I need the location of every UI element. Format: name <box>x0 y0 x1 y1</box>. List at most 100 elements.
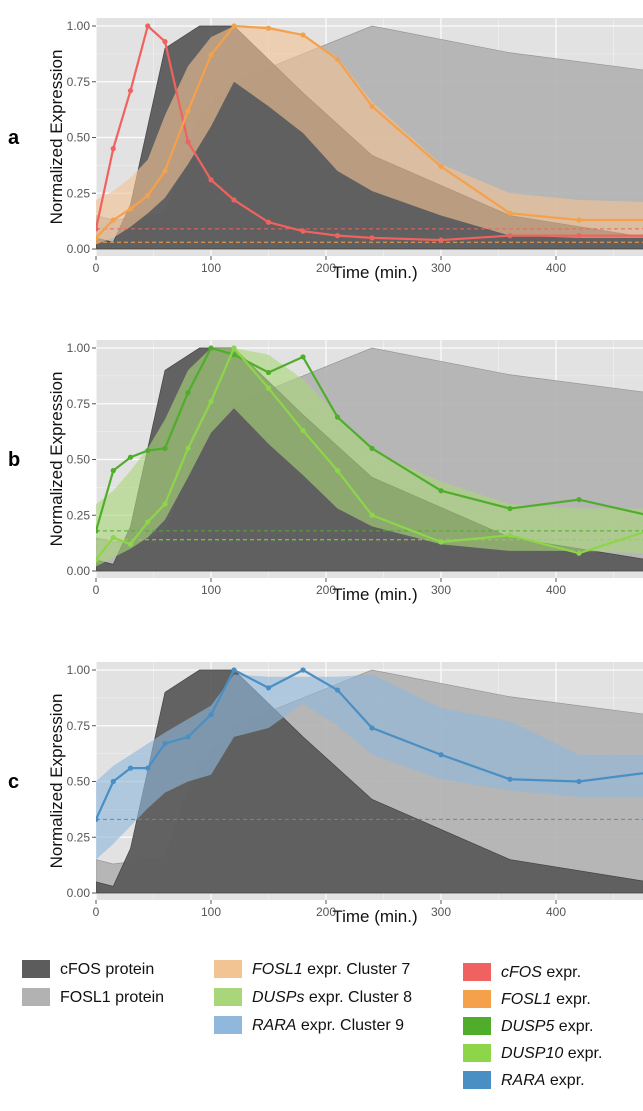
x-tick-label: 400 <box>546 261 566 275</box>
data-point <box>300 32 306 38</box>
y-axis-label: Normalized Expression <box>47 372 66 547</box>
data-point <box>300 354 306 360</box>
data-point <box>110 217 116 223</box>
data-point <box>208 398 214 405</box>
y-tick-label: 0.00 <box>67 886 91 900</box>
data-point <box>576 497 582 503</box>
y-tick-label: 0.50 <box>67 453 91 467</box>
data-point <box>185 445 191 451</box>
x-tick-label: 300 <box>431 583 451 597</box>
y-tick-label: 0.25 <box>67 830 91 844</box>
legend-swatch <box>463 963 491 981</box>
series-cfos <box>96 23 643 243</box>
data-point <box>110 778 116 785</box>
data-point <box>110 534 116 541</box>
data-point <box>438 237 444 243</box>
series-line <box>96 24 643 242</box>
y-axis-label: Normalized Expression <box>47 694 66 869</box>
data-point <box>334 414 341 420</box>
data-point <box>265 685 272 691</box>
legend-label: cFOS expr. <box>501 964 581 981</box>
cluster-band <box>96 348 643 567</box>
series-line <box>96 668 643 820</box>
data-point <box>185 139 191 145</box>
data-point <box>265 219 272 225</box>
x-tick-label: 200 <box>316 261 336 275</box>
data-point <box>334 233 341 239</box>
data-point <box>96 557 99 563</box>
legend-label: FOSL1 protein <box>60 989 164 1006</box>
x-tick-label: 0 <box>93 583 100 597</box>
panel-label: b <box>8 449 20 471</box>
series-line <box>96 346 643 561</box>
data-point <box>162 168 168 174</box>
data-point <box>127 206 134 212</box>
data-point <box>208 712 214 718</box>
data-point <box>127 88 134 94</box>
legend-label: cFOS protein <box>60 961 154 978</box>
x-tick-label: 100 <box>201 583 221 597</box>
data-point <box>162 39 168 45</box>
y-tick-label: 0.25 <box>67 186 91 200</box>
series-line <box>96 346 643 532</box>
data-point <box>576 233 582 239</box>
data-point <box>231 345 237 351</box>
x-tick-label: 200 <box>316 583 336 597</box>
data-point <box>96 816 99 823</box>
x-tick-label: 0 <box>93 905 100 919</box>
panel-label: a <box>8 127 20 149</box>
data-point <box>162 501 168 507</box>
data-point <box>110 468 116 474</box>
legend-swatch <box>214 1016 242 1034</box>
series-dusp5 <box>96 345 643 534</box>
legend-label: FOSL1 expr. <box>501 991 591 1008</box>
x-axis-label: Time (min.) <box>332 585 417 604</box>
y-tick-label: 0.75 <box>67 719 91 733</box>
data-point <box>231 23 237 29</box>
legend-item: cFOS expr. <box>463 963 581 981</box>
data-point <box>145 23 151 29</box>
data-point <box>231 667 237 673</box>
cluster-band <box>96 674 643 860</box>
data-point <box>300 427 306 434</box>
data-point <box>162 445 168 451</box>
data-point <box>208 345 214 351</box>
y-tick-label: 0.50 <box>67 131 91 145</box>
y-tick-label: 0.50 <box>67 775 91 789</box>
data-point <box>369 103 375 109</box>
legend-label: DUSP5 expr. <box>501 1018 594 1035</box>
x-axis-label: Time (min.) <box>332 263 417 282</box>
data-point <box>96 226 99 232</box>
data-point <box>334 687 341 693</box>
data-point <box>127 541 134 547</box>
data-point <box>110 146 116 152</box>
legend-swatch <box>463 1044 491 1062</box>
legend-item: RARA expr. Cluster 9 <box>214 1016 404 1034</box>
panel-a: 0.00 0.25 0.50 0.75 1.00 0 100 200 300 400 Time (m… <box>8 18 643 282</box>
legend-swatch <box>22 988 50 1006</box>
y-tick-label: 0.00 <box>67 564 91 578</box>
legend-item: FOSL1 expr. Cluster 7 <box>214 960 410 978</box>
x-axis-label: Time (min.) <box>332 907 417 926</box>
x-tick-label: 400 <box>546 905 566 919</box>
data-point <box>265 369 272 376</box>
data-point <box>438 163 444 170</box>
legend-label: DUSP10 expr. <box>501 1045 602 1062</box>
legend-swatch <box>463 990 491 1008</box>
data-point <box>265 25 272 31</box>
legend-item: cFOS protein <box>22 960 154 978</box>
data-point <box>145 519 151 525</box>
x-tick-label: 100 <box>201 261 221 275</box>
data-point <box>507 210 513 216</box>
data-point <box>127 454 134 460</box>
x-tick-label: 300 <box>431 261 451 275</box>
legend-label: RARA expr. <box>501 1072 585 1089</box>
legend: cFOS protein FOSL1 protein FOSL1 expr. Clu… <box>22 960 602 1089</box>
y-tick-label: 1.00 <box>67 663 91 677</box>
legend-item: FOSL1 protein <box>22 988 164 1006</box>
legend-swatch <box>214 960 242 978</box>
legend-label: FOSL1 expr. Cluster 7 <box>252 961 410 978</box>
y-tick-label: 1.00 <box>67 341 91 355</box>
data-point <box>300 228 306 234</box>
data-point <box>208 177 214 183</box>
